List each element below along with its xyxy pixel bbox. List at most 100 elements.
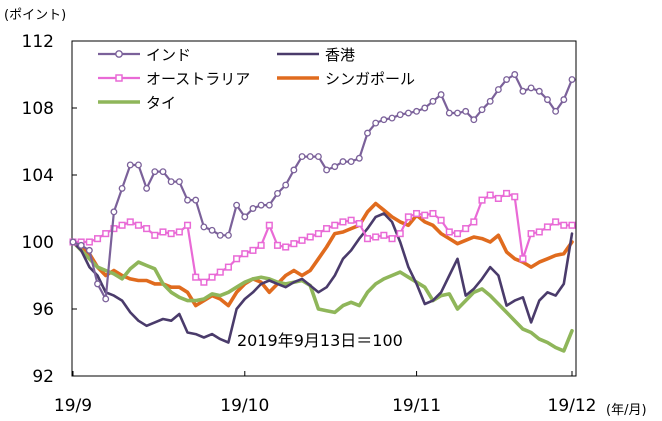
data-point: [273, 241, 282, 249]
data-point: [118, 184, 126, 192]
legend-marker: [115, 74, 123, 82]
y-unit-label: (ポイント): [4, 8, 66, 23]
data-point: [552, 107, 560, 115]
data-point: [274, 189, 281, 197]
data-point: [421, 104, 429, 112]
data-point: [257, 241, 265, 249]
data-point: [126, 161, 134, 169]
data-point: [454, 109, 461, 117]
data-point: [224, 231, 232, 239]
series-3: [71, 201, 574, 308]
data-point: [511, 71, 519, 78]
legend-item: 香港: [277, 46, 355, 64]
data-point: [478, 196, 486, 204]
y-tick-label: 112: [22, 32, 54, 52]
data-point: [102, 295, 110, 303]
data-point: [453, 230, 462, 238]
data-point: [200, 278, 208, 286]
legend-label: 香港: [325, 46, 355, 64]
data-point: [388, 114, 396, 122]
data-point: [175, 178, 183, 186]
data-point: [380, 231, 388, 239]
legend-item: オーストラリア: [98, 70, 250, 88]
data-point: [511, 193, 519, 201]
data-point: [396, 230, 404, 238]
data-point: [118, 221, 126, 229]
data-point: [290, 240, 298, 248]
data-point: [486, 97, 494, 105]
data-point: [323, 225, 331, 233]
data-point: [110, 225, 118, 233]
data-point: [355, 220, 363, 228]
data-point: [208, 226, 216, 234]
data-point: [437, 91, 445, 99]
data-point: [380, 116, 388, 124]
data-point: [462, 225, 470, 233]
series-1: [71, 212, 574, 344]
data-point: [339, 158, 347, 166]
data-point: [478, 106, 486, 114]
data-point: [388, 235, 396, 243]
data-point: [85, 246, 93, 254]
data-point: [364, 129, 371, 137]
x-unit-label: (年/月): [606, 403, 647, 418]
data-point: [298, 236, 306, 244]
data-point: [331, 221, 339, 229]
series-line: [71, 201, 574, 308]
data-point: [347, 158, 355, 166]
series-4: [71, 240, 574, 353]
base-date-annotation: 2019年9月13日＝100: [237, 331, 403, 350]
x-tick-label: 19/10: [220, 396, 269, 416]
data-point: [102, 230, 110, 238]
y-tick-label: 108: [22, 99, 54, 119]
data-point: [233, 255, 241, 263]
data-point: [282, 243, 290, 251]
data-point: [568, 221, 576, 229]
data-point: [470, 116, 478, 124]
data-point: [216, 268, 224, 276]
legend-item: タイ: [98, 94, 176, 112]
data-point: [429, 209, 437, 218]
data-point: [314, 153, 322, 161]
data-point: [314, 230, 322, 238]
data-point: [560, 221, 568, 229]
data-point: [134, 221, 142, 229]
data-point: [560, 96, 568, 104]
data-point: [494, 86, 502, 94]
data-point: [323, 166, 331, 174]
data-point: [339, 218, 347, 226]
x-tick-label: 19/12: [548, 396, 597, 416]
data-point: [445, 109, 453, 117]
y-tick-labels: 92 96 100 104 108 112: [22, 32, 54, 387]
data-point: [143, 184, 151, 192]
legend-item: インド: [98, 46, 191, 64]
data-point: [306, 233, 314, 241]
data-point: [282, 181, 290, 189]
data-point: [159, 228, 167, 236]
data-point: [544, 96, 551, 104]
data-point: [372, 119, 380, 127]
x-tick-label: 19/11: [392, 396, 441, 416]
data-point: [404, 109, 412, 117]
data-point: [192, 196, 200, 204]
data-point: [331, 163, 339, 171]
data-point: [462, 107, 470, 115]
data-point: [159, 168, 167, 176]
data-point: [126, 218, 134, 226]
data-point: [290, 166, 298, 174]
data-point: [151, 231, 159, 239]
data-point: [184, 196, 191, 204]
series-2: [69, 189, 576, 286]
data-point: [110, 208, 118, 216]
data-point: [257, 201, 265, 209]
data-point: [445, 228, 453, 236]
data-point: [93, 235, 102, 243]
data-point: [413, 107, 421, 115]
data-point: [568, 76, 576, 83]
x-tick-label: 19/9: [54, 396, 92, 416]
data-point: [224, 263, 232, 271]
series-line: [71, 212, 574, 344]
data-point: [355, 154, 363, 162]
